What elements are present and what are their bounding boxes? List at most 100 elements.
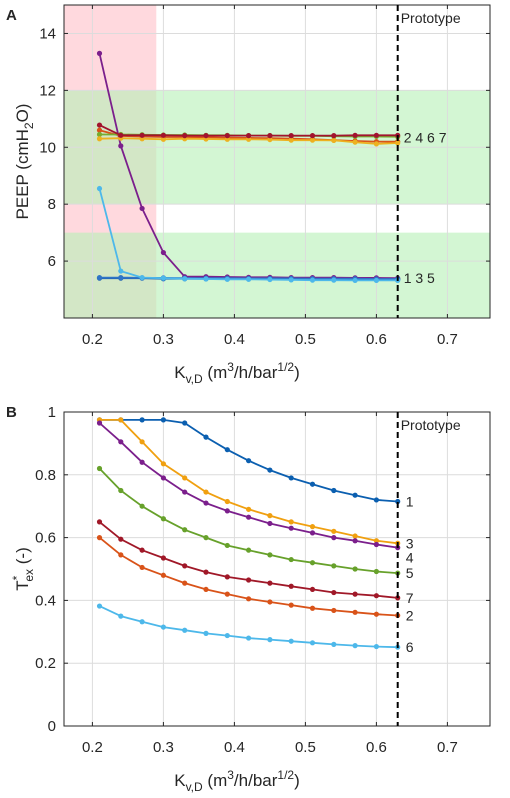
data-point [373,541,379,548]
data-point [224,133,230,139]
data-point [203,569,209,575]
data-point [224,508,230,514]
data-point [373,611,379,617]
y-tick-label: 10 [39,139,56,156]
x-tick-label: 0.3 [153,739,174,756]
data-point [267,599,273,605]
x-axis-label-units-mid: /h/bar [234,363,278,382]
x-tick-label: 0.7 [437,331,458,348]
data-point [373,593,379,599]
data-point [203,535,209,541]
data-point [182,276,188,282]
data-point [309,586,316,593]
x-axis-label: Kv,D (m3/h/bar1/2) [174,768,300,794]
data-point [118,417,124,423]
data-point [373,132,379,138]
data-point [352,492,358,498]
data-point [395,498,401,505]
data-point [331,133,337,139]
data-point [246,136,252,142]
data-point [224,447,230,453]
data-point [182,580,188,586]
x-tick-label: 0.2 [82,739,103,756]
x-axis-label-end: ) [294,771,300,790]
data-point [352,609,358,615]
data-point [96,185,103,192]
data-point [331,528,337,534]
x-axis-label-main: K [174,363,186,382]
data-point [267,552,273,558]
data-point [96,420,103,426]
x-axis-label-sub: v,D [186,780,203,794]
data-point [160,624,166,630]
data-point [182,133,188,139]
data-point [160,249,166,256]
panel-label: B [6,404,17,421]
data-point [96,465,103,472]
x-axis-label-sup: 3 [227,768,234,782]
x-axis-label-units-mid: /h/bar [234,771,278,790]
data-point [118,552,124,558]
data-point [352,591,358,597]
data-point [288,602,294,608]
data-point [96,274,103,281]
x-tick-label: 0.5 [295,739,316,756]
data-point [288,277,294,283]
y-axis-label-end: (-) [13,547,32,564]
y-axis-label-sub: ex [22,569,36,582]
y-axis-label-main: PEEP (cmH [13,129,32,219]
data-point [224,276,230,282]
x-tick-label: 0.4 [224,739,245,756]
data-point [331,641,337,647]
data-point [246,596,252,602]
data-point [267,467,273,473]
data-point [160,475,166,481]
data-point [288,525,294,531]
axes-frame [63,411,491,727]
data-point [352,277,358,284]
data-point [96,131,103,138]
series-end-label: 7 [406,590,414,606]
panel-a: 0.2 0.3 0.4 0.5 0.6 0.7 6 8 10 12 14 Prototype 2 4 6… [6,4,491,386]
x-axis-label-main: K [174,771,186,790]
data-point [331,589,337,596]
prototype-label: Prototype [401,417,461,433]
x-tick-label: 0.7 [437,739,458,756]
x-tick-label: 0.3 [153,331,174,348]
data-point [160,132,166,138]
data-point [118,268,124,274]
x-axis-label-units: (m [207,771,227,790]
x-axis-label-sup2: 1/2 [277,360,294,374]
group-label: 1 3 5 [404,270,435,286]
data-point [246,547,252,553]
x-tick-label: 0.2 [82,331,103,348]
data-point [139,459,145,465]
data-point [352,538,358,544]
series-end-label: 5 [406,565,414,581]
data-point [331,137,337,144]
data-point [309,605,316,611]
data-point [224,632,230,639]
data-point [288,638,294,644]
data-point [352,566,358,572]
data-point [352,132,358,138]
data-point [160,417,166,423]
data-point [267,520,273,527]
data-point [160,275,166,281]
data-point [118,439,124,445]
y-axis-label: T*ex (-) [10,547,36,590]
series-end-label: 4 [406,549,414,565]
data-point [331,277,337,283]
data-point [203,434,209,440]
data-point [96,136,103,142]
data-point [203,500,209,506]
series-end-label: 3 [406,535,414,551]
data-point [309,137,316,143]
data-point [309,524,316,530]
y-tick-label: 1 [48,404,56,421]
panel-b: 0.2 0.3 0.4 0.5 0.6 0.7 0 0.2 0.4 0.6 0.8 1 Prototyp… [6,404,491,794]
group-label: 2 4 6 7 [404,129,447,145]
series-end-label: 2 [406,607,414,623]
data-point [352,533,358,539]
